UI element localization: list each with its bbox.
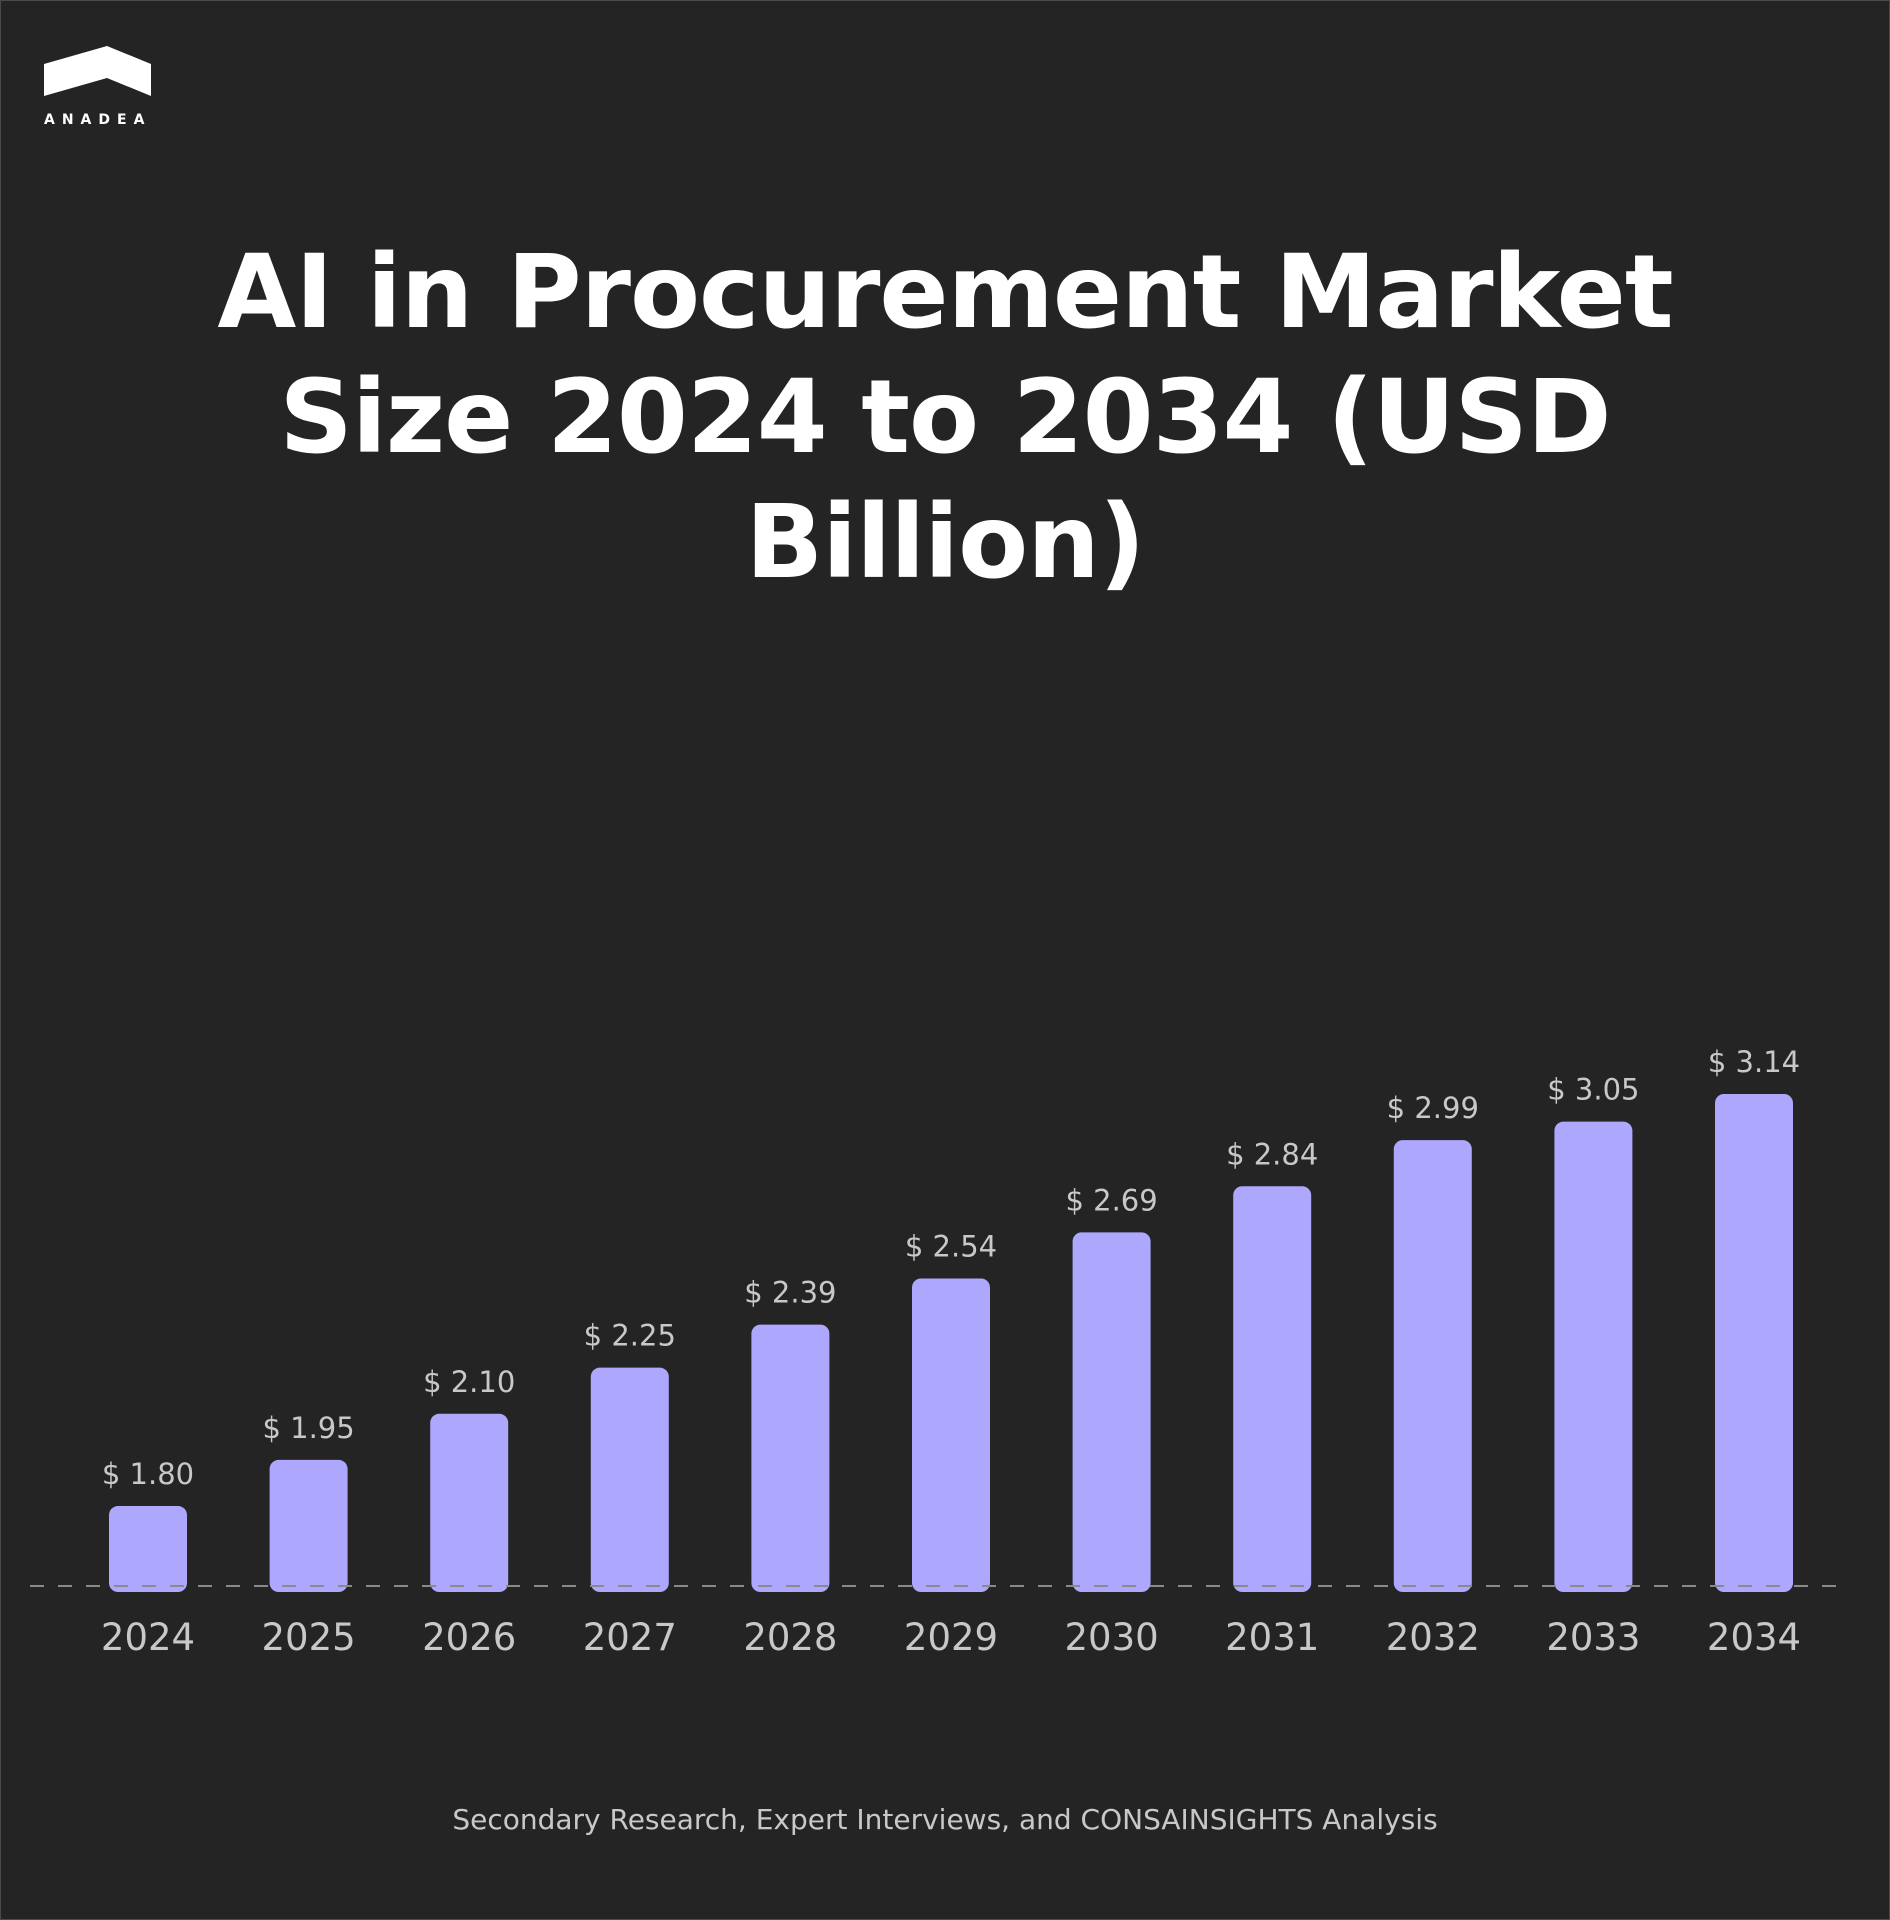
data-label-2029: $ 2.54 (905, 1230, 997, 1264)
x-tick-label-2028: 2028 (743, 1616, 837, 1659)
x-tick-label-2027: 2027 (583, 1616, 677, 1659)
bar-2029 (912, 1278, 990, 1592)
house-roof-icon (44, 46, 151, 96)
bars-group (109, 1094, 1793, 1592)
bar-2030 (1072, 1232, 1151, 1592)
source-note: Secondary Research, Expert Interviews, a… (452, 1803, 1438, 1836)
data-label-2032: $ 2.99 (1387, 1091, 1479, 1125)
bar-2028 (751, 1324, 830, 1592)
data-label-2030: $ 2.69 (1065, 1183, 1157, 1217)
x-tick-label-2030: 2030 (1065, 1616, 1159, 1659)
chart-title-line: Size 2024 to 2034 (USD (279, 358, 1611, 477)
chart-title-line: AI in Procurement Market (217, 233, 1673, 352)
brand-logo: ANADEA (44, 44, 164, 128)
bar-2033 (1554, 1121, 1633, 1592)
x-tick-label-2031: 2031 (1225, 1616, 1319, 1659)
data-label-2025: $ 1.95 (262, 1411, 354, 1445)
x-tick-label-2032: 2032 (1386, 1616, 1480, 1659)
bar-2031 (1233, 1186, 1312, 1592)
data-label-2024: $ 1.80 (102, 1457, 194, 1491)
bar-2026 (430, 1413, 509, 1592)
data-label-2031: $ 2.84 (1226, 1137, 1318, 1171)
data-label-2034: $ 3.14 (1708, 1045, 1800, 1079)
data-label-2027: $ 2.25 (584, 1319, 676, 1353)
data-label-2028: $ 2.39 (744, 1276, 836, 1310)
bar-2032 (1393, 1140, 1472, 1592)
x-tick-labels-group: 2024 2025 2026 2027 2028 2029 2030 2031 2032 2033… (101, 1616, 1801, 1659)
data-labels-group: $ 1.80 $ 1.95 $ 2.10 $ 2.25 $ 2.39 $ 2.54 $ 2.… (102, 1045, 1800, 1491)
bar-2027 (590, 1367, 669, 1592)
bar-2034 (1715, 1094, 1793, 1592)
x-tick-label-2034: 2034 (1707, 1616, 1801, 1659)
data-label-2026: $ 2.10 (423, 1365, 515, 1399)
bar-2024 (109, 1506, 187, 1592)
x-tick-label-2029: 2029 (904, 1616, 998, 1659)
chart-title-line: Billion) (745, 483, 1146, 602)
bar-chart: $ 1.80 $ 1.95 $ 2.10 $ 2.25 $ 2.39 $ 2.54 $ 2.… (30, 1045, 1840, 1659)
x-tick-label-2026: 2026 (422, 1616, 516, 1659)
bar-2025 (269, 1459, 348, 1592)
chart-title: AI in Procurement Market Size 2024 to 20… (0, 230, 1890, 605)
x-tick-label-2024: 2024 (101, 1616, 195, 1659)
x-tick-label-2025: 2025 (262, 1616, 356, 1659)
x-tick-label-2033: 2033 (1546, 1616, 1640, 1659)
brand-name: ANADEA (44, 112, 152, 128)
data-label-2033: $ 3.05 (1547, 1073, 1639, 1107)
